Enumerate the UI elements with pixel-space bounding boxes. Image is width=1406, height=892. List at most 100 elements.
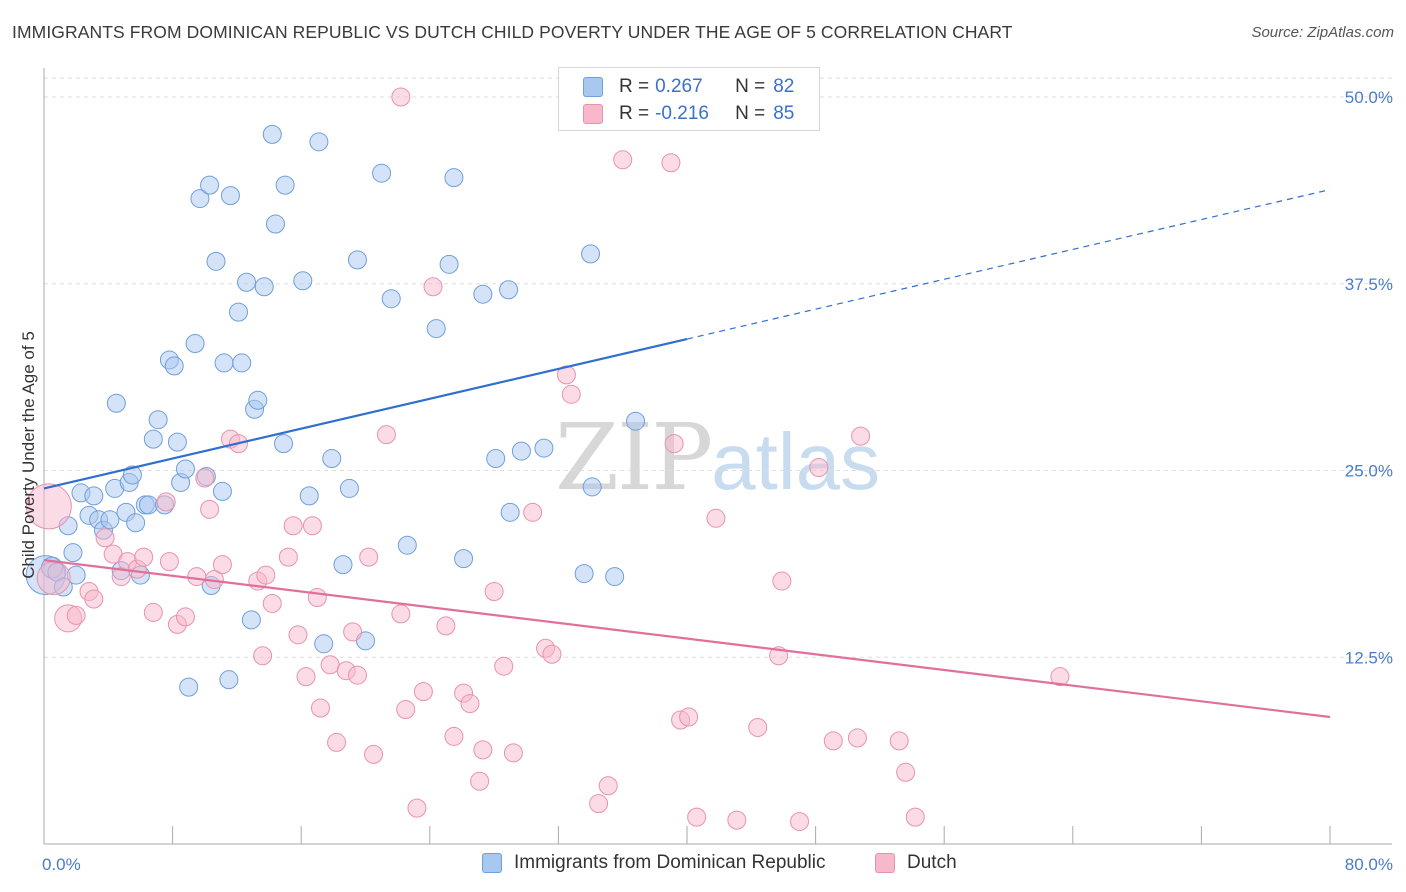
point-dutch (905, 807, 925, 827)
point-dutch (391, 604, 411, 624)
point-dutch (661, 153, 681, 173)
point-dominican (426, 319, 446, 339)
watermark-atlas: atlas (711, 417, 881, 506)
point-dominican (214, 353, 234, 373)
point-dutch (598, 776, 618, 796)
legend-n-label: N = (735, 76, 766, 97)
point-dominican (499, 280, 519, 300)
point-dutch (503, 743, 523, 763)
y-tick-label: 25.0% (1345, 462, 1393, 481)
legend-n-value: 82 (773, 76, 795, 97)
point-dutch (95, 528, 115, 548)
point-dominican (122, 465, 142, 485)
bottom-legend-item-dutch[interactable]: Dutch (875, 852, 957, 874)
legend-n-label: N = (735, 103, 766, 124)
point-dutch (66, 605, 86, 625)
legend: R = 0.267 N = 82 R = -0.216 N = 85 (558, 67, 820, 131)
bottom-legend-label: Dutch (907, 852, 957, 873)
point-dutch (1050, 667, 1070, 687)
point-dutch (327, 732, 347, 752)
chart-title: IMMIGRANTS FROM DOMINICAN REPUBLIC VS DU… (12, 22, 1013, 42)
point-dominican (248, 390, 268, 410)
point-dutch (283, 516, 303, 536)
point-dominican (274, 434, 294, 454)
x-tick-label-max: 80.0% (1345, 855, 1393, 874)
trend-lines (43, 189, 1331, 719)
point-dutch (143, 602, 163, 622)
point-dutch (320, 655, 340, 675)
point-dominican (126, 513, 146, 533)
point-dominican (179, 677, 199, 697)
trend-line-dominican-projection (686, 189, 1331, 340)
legend-r-label: R = (619, 76, 650, 97)
point-dominican (314, 634, 334, 654)
legend-row-dutch: R = -0.216 N = 85 (559, 101, 794, 127)
y-axis-label: Child Poverty Under the Age of 5 (19, 331, 38, 579)
bottom-legend-label: Immigrants from Dominican Republic (514, 852, 826, 873)
point-dutch (84, 589, 104, 609)
y-tick-label: 50.0% (1345, 88, 1393, 107)
point-dutch (664, 434, 684, 454)
point-dominican (333, 555, 353, 575)
point-dutch (423, 277, 443, 297)
point-dominican (381, 289, 401, 309)
point-dutch (36, 561, 71, 596)
point-dutch (613, 150, 633, 170)
point-dutch (296, 667, 316, 687)
point-dominican (473, 284, 493, 304)
point-dutch (159, 552, 179, 572)
point-dutch (444, 726, 464, 746)
point-dominican (200, 175, 220, 195)
point-dutch (359, 547, 379, 567)
point-dutch (256, 565, 276, 585)
point-dutch (484, 582, 504, 602)
point-dominican (454, 549, 474, 569)
y-tick-label: 37.5% (1345, 275, 1393, 294)
point-dutch (413, 682, 433, 702)
point-dominican (605, 567, 625, 587)
bottom-legend-swatch-dominican (482, 853, 502, 873)
point-dutch (556, 365, 576, 385)
legend-row-dominican: R = 0.267 N = 82 (559, 74, 794, 100)
point-dutch (262, 593, 282, 613)
legend-swatch-dominican (583, 77, 603, 97)
point-dutch (156, 492, 176, 512)
point-dominican (185, 334, 205, 354)
point-dominican (581, 244, 601, 264)
point-dominican (190, 189, 210, 209)
bottom-legend-item-dominican[interactable]: Immigrants from Dominican Republic (482, 852, 826, 874)
point-dutch (436, 616, 456, 636)
point-dutch (706, 508, 726, 528)
point-dutch (748, 717, 768, 737)
point-dutch (195, 468, 215, 488)
point-dutch (847, 728, 867, 748)
point-dominican (275, 175, 295, 195)
point-dominican (372, 163, 392, 183)
point-dutch (343, 622, 363, 642)
point-dutch (809, 458, 829, 478)
point-dominican (262, 124, 282, 144)
point-dutch (347, 665, 367, 685)
point-dominican (219, 670, 239, 690)
point-dutch (896, 762, 916, 782)
point-dominican (626, 411, 646, 431)
legend-r-value: -0.216 (655, 103, 709, 124)
point-dominican (293, 271, 313, 291)
point-dominican (148, 410, 168, 430)
point-dutch (391, 87, 411, 107)
trend-line-dominican (43, 337, 688, 490)
point-dominican (212, 481, 232, 501)
point-dutch (364, 744, 384, 764)
point-dominican (309, 132, 329, 152)
point-dutch (288, 625, 308, 645)
point-dutch (278, 547, 298, 567)
axes (43, 68, 1392, 845)
point-dutch (187, 567, 207, 587)
point-dutch (200, 499, 220, 519)
point-dominican (265, 214, 285, 234)
point-dutch (727, 810, 747, 830)
point-dutch (376, 425, 396, 445)
point-dominican (143, 429, 163, 449)
point-dutch (473, 740, 493, 760)
